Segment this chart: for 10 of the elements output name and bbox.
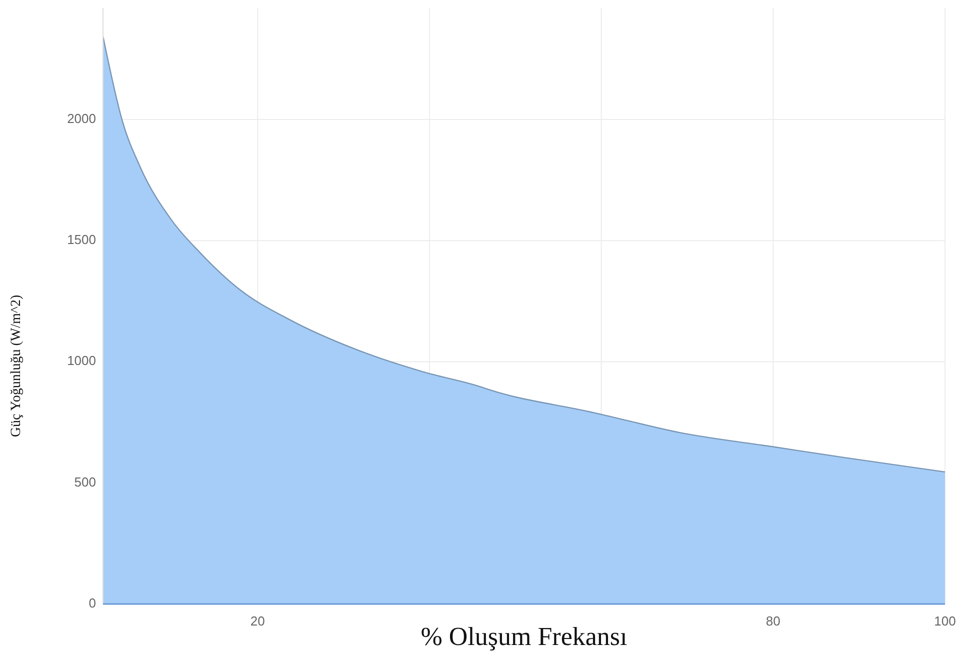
- x-tick-label: 80: [766, 613, 780, 628]
- y-tick-label: 500: [74, 474, 96, 490]
- y-tick-label: 0: [88, 595, 96, 610]
- x-axis-title: % Oluşum Frekansı: [420, 622, 628, 651]
- y-axis-title: Güç Yoğunluğu (W/m^2): [9, 294, 24, 438]
- y-tick-label: 1500: [67, 232, 96, 248]
- y-tick-label: 2000: [67, 110, 96, 126]
- x-tick-label: 20: [250, 613, 265, 628]
- x-tick-label: 100: [934, 613, 956, 628]
- y-tick-label: 1000: [67, 353, 96, 368]
